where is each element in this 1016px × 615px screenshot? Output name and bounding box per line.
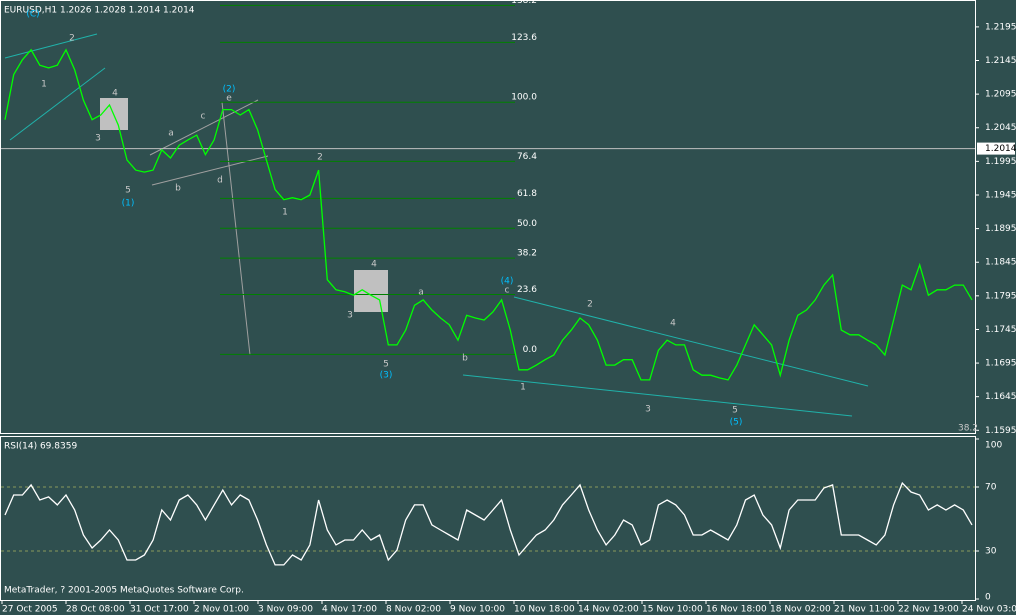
wave-label: a — [418, 288, 424, 298]
price-tag-label: 1.2014 — [985, 144, 1016, 154]
wave-label: (5) — [730, 418, 743, 428]
x-tick-label: 2 Nov 01:00 — [194, 605, 249, 615]
x-tick-label: 22 Nov 19:00 — [898, 605, 959, 615]
rsi-pane — [0, 436, 976, 601]
wave-label: (1) — [122, 199, 135, 209]
y-tick-label: 1.1945 — [985, 190, 1016, 200]
fib-label: 0.0 — [523, 345, 538, 355]
y-tick-label: 1.1995 — [985, 157, 1016, 167]
fib-label: 61.8 — [517, 189, 537, 199]
x-tick-label: 10 Nov 18:00 — [514, 605, 575, 615]
wave-label: (4) — [501, 277, 514, 287]
y-tick-label: 1.1895 — [985, 224, 1016, 234]
wave-label: 1 — [282, 208, 288, 218]
y-tick-label: 1.2095 — [985, 90, 1016, 100]
wave-label: 3 — [95, 134, 101, 144]
x-tick-label: 31 Oct 17:00 — [130, 605, 189, 615]
fib-label: 76.4 — [517, 152, 537, 162]
wave-label: 4 — [670, 319, 676, 329]
wave-label: c — [201, 112, 206, 122]
wave-label: (C) — [26, 10, 39, 20]
wave-label: b — [462, 354, 468, 364]
series-line — [4, 48, 973, 381]
y-tick-label: 1.2045 — [985, 123, 1016, 133]
y-tick-label: 1.1695 — [985, 359, 1016, 369]
drawings — [4, 33, 869, 417]
rsi-title: RSI(14) 69.8359 — [4, 442, 77, 452]
copyright: MetaTrader, ? 2001-2005 MetaQuotes Softw… — [4, 586, 244, 596]
x-tick-label: 3 Nov 09:00 — [258, 605, 313, 615]
y-tick-label: 70 — [985, 483, 997, 493]
y-tick-label: 1.1595 — [985, 426, 1016, 436]
wave-label: 1 — [520, 383, 526, 393]
wave-label: e — [226, 94, 232, 104]
trend-line — [462, 374, 853, 417]
wave-label: 3 — [645, 405, 651, 415]
fib-label: 123.6 — [511, 33, 537, 43]
fib-label: 38.2 — [517, 249, 537, 259]
y-tick-label: 1.2145 — [985, 56, 1016, 66]
x-tick-label: 24 Nov 03:00 — [962, 605, 1016, 615]
wave-label: (2) — [223, 85, 236, 95]
wave-label: 1 — [41, 80, 47, 90]
y-tick-label: 30 — [985, 547, 997, 557]
price-pane — [0, 0, 976, 434]
wave-label: 2 — [317, 153, 323, 163]
wave-label: 5 — [732, 406, 738, 416]
wave-label: 2 — [587, 300, 593, 310]
fib-label: 100.0 — [511, 93, 537, 103]
x-tick-label: 18 Nov 02:00 — [770, 605, 831, 615]
wave-label: c — [505, 286, 510, 296]
x-tick-label: 28 Oct 08:00 — [66, 605, 125, 615]
y-tick-label: 0 — [985, 593, 991, 603]
x-tick-label: 14 Nov 02:00 — [578, 605, 639, 615]
x-tick-label: 27 Oct 2005 — [2, 605, 58, 615]
trend-line — [151, 155, 269, 186]
wave-label: (3) — [380, 371, 393, 381]
trend-line — [513, 296, 869, 387]
fib-label: 50.0 — [517, 219, 537, 229]
y-tick-label: 100 — [985, 441, 1002, 451]
price-tag — [977, 142, 1015, 155]
wave-label: 5 — [125, 186, 131, 196]
wave-label: 4 — [371, 260, 377, 270]
y-tick-label: 1.2195 — [985, 22, 1016, 32]
chart-title: EURUSD,H1 1.2026 1.2028 1.2014 1.2014 — [4, 6, 195, 16]
x-tick-label: 15 Nov 10:00 — [642, 605, 703, 615]
fib-label: 23.6 — [517, 285, 537, 295]
y-tick-label: 1.1795 — [985, 291, 1016, 301]
trend-line — [149, 99, 259, 156]
wave-label: d — [217, 176, 223, 186]
wave-label: 2 — [69, 34, 75, 44]
wave-label: a — [168, 129, 174, 139]
x-tick-label: 8 Nov 02:00 — [386, 605, 441, 615]
trend-line — [4, 33, 98, 59]
x-tick-label: 16 Nov 18:00 — [706, 605, 767, 615]
y-tick-label: 1.1845 — [985, 258, 1016, 268]
wave-label: 5 — [383, 360, 389, 370]
wave-label: b — [175, 184, 181, 194]
wave-label: 38.2 — [958, 424, 978, 434]
fib-label: 138.2 — [511, 0, 537, 6]
x-tick-label: 21 Nov 11:00 — [834, 605, 895, 615]
wave-label: 4 — [112, 89, 118, 99]
wave-label: 3 — [347, 311, 353, 321]
y-tick-label: 1.1745 — [985, 325, 1016, 335]
trend-line — [9, 67, 106, 141]
y-tick-label: 1.1645 — [985, 392, 1016, 402]
series-line — [4, 481, 973, 566]
x-tick-label: 4 Nov 17:00 — [322, 605, 377, 615]
x-tick-label: 9 Nov 10:00 — [450, 605, 505, 615]
